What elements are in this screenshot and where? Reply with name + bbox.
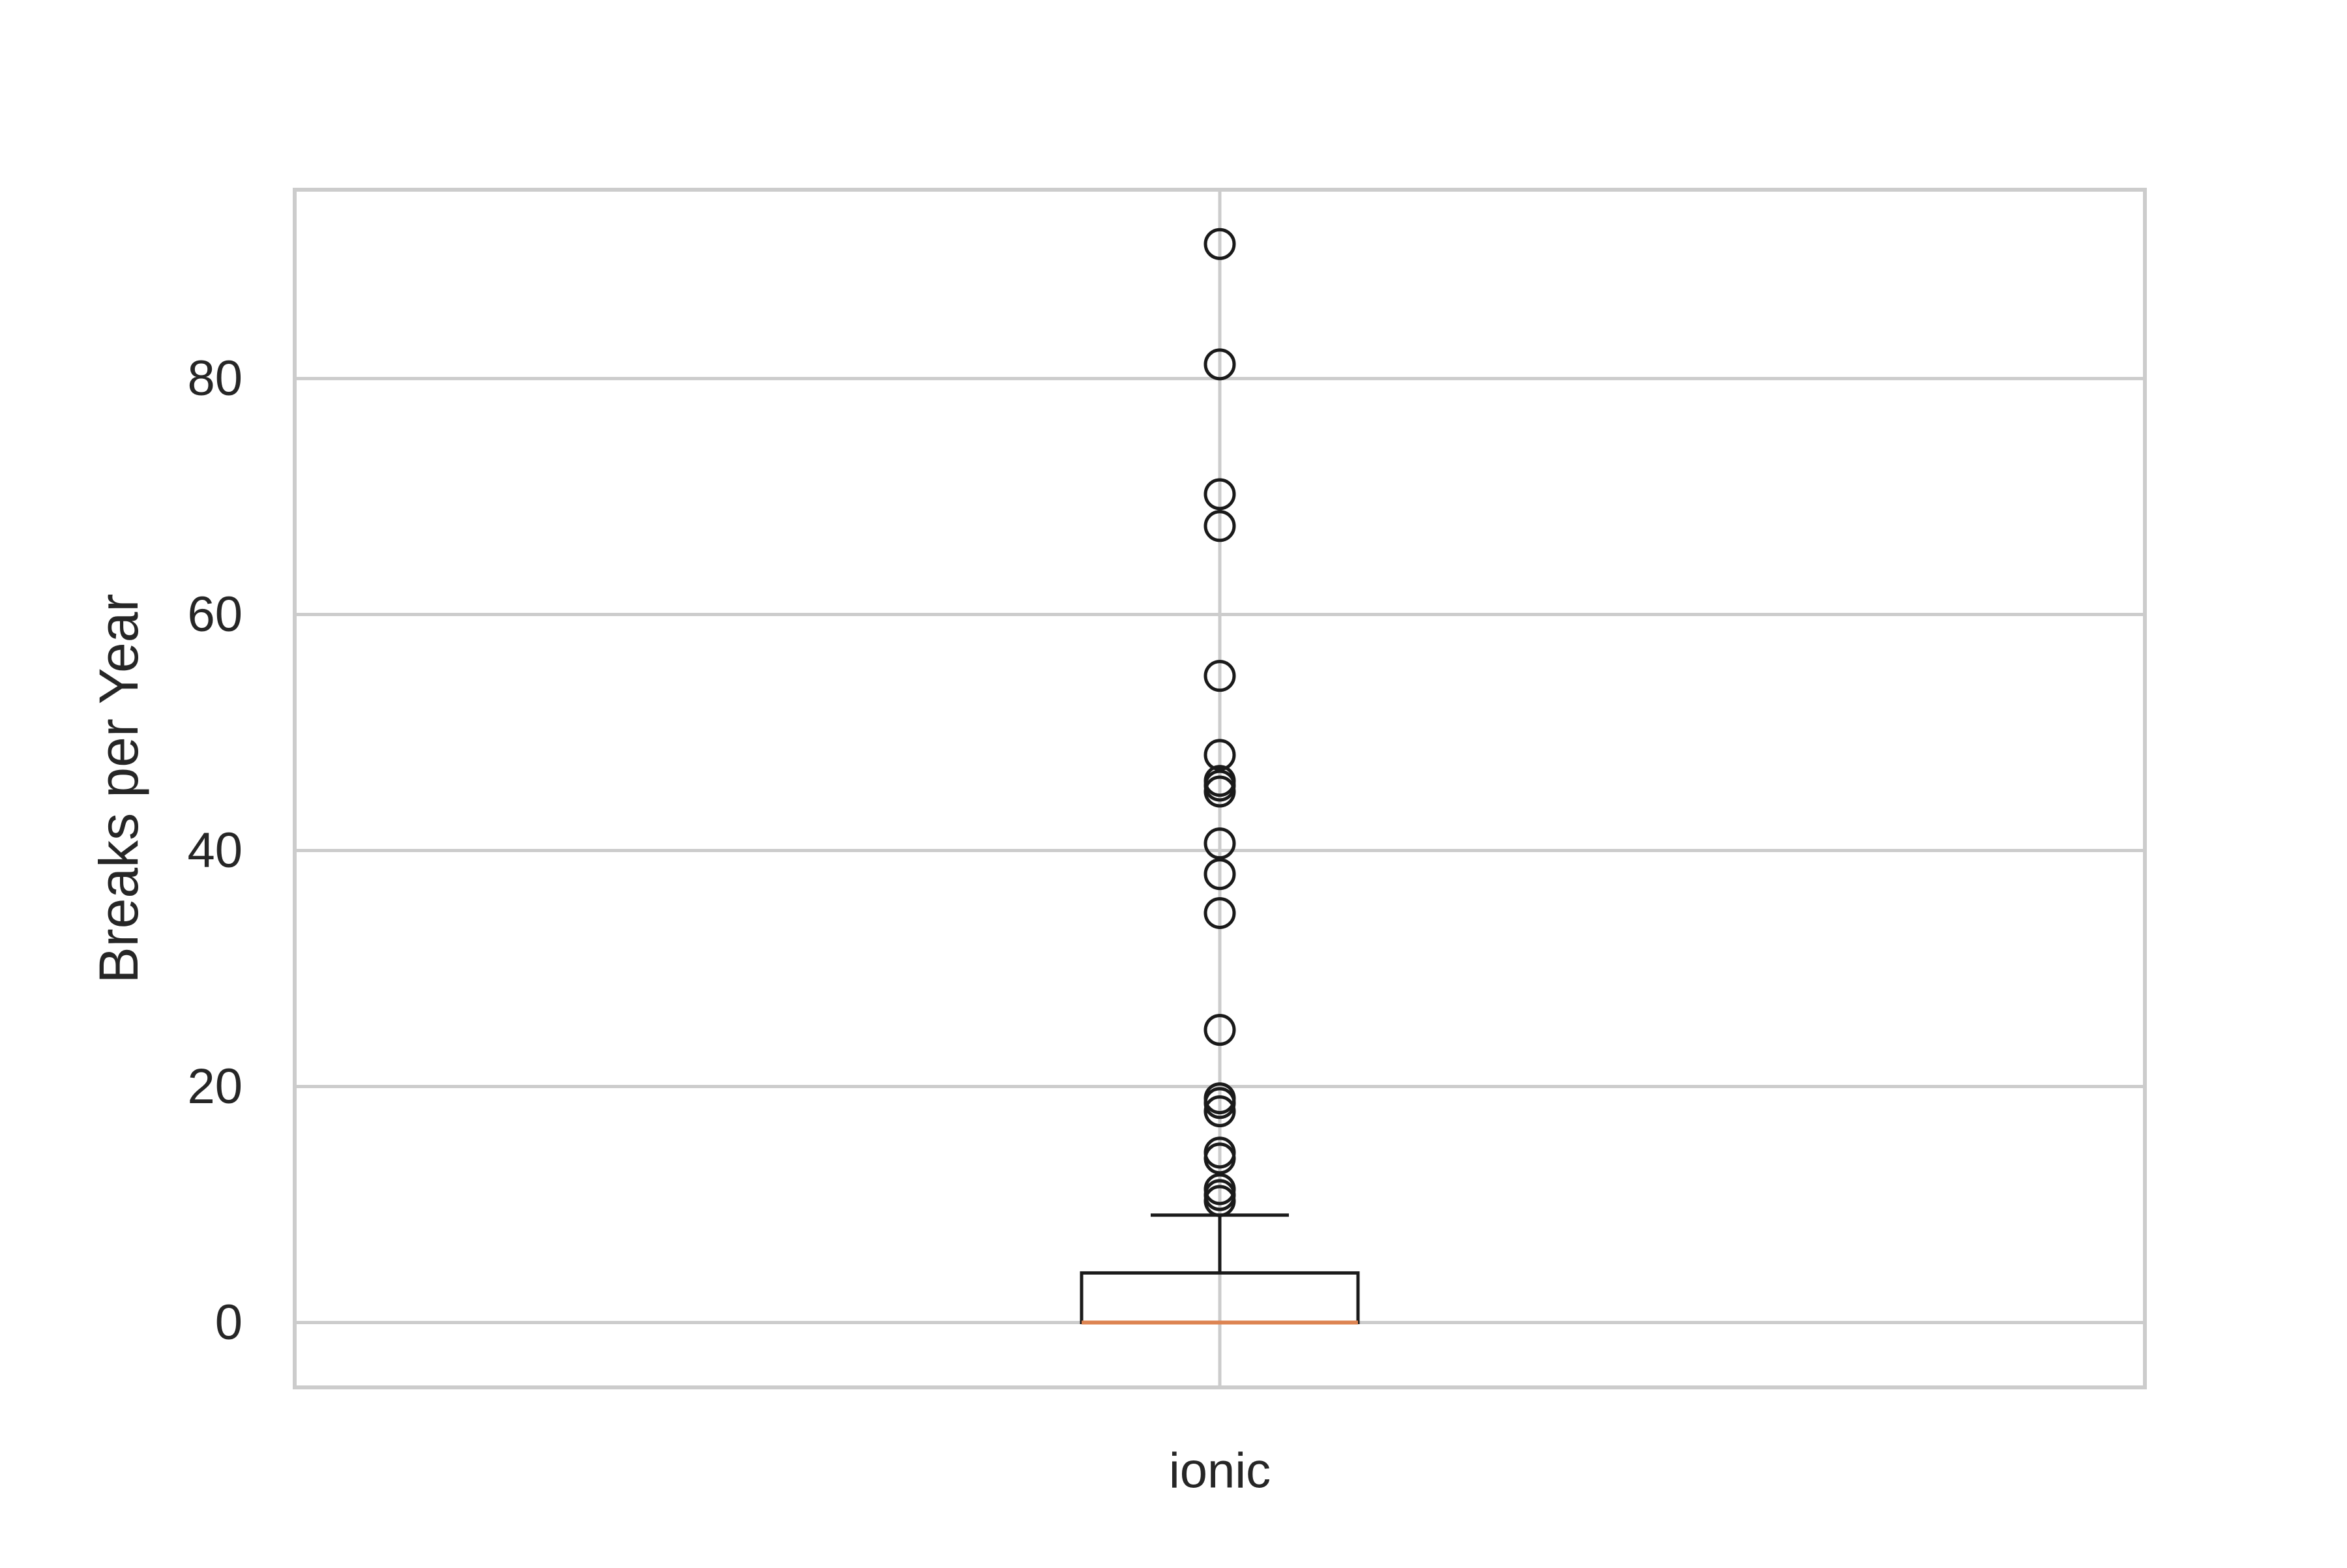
outlier-point <box>1203 478 1236 510</box>
y-axis-label: Breaks per Year <box>88 594 149 984</box>
outlier-point <box>1203 739 1236 771</box>
outlier-point <box>1203 660 1236 692</box>
outlier-point <box>1203 1095 1236 1127</box>
outlier-point <box>1203 896 1236 929</box>
outlier-point <box>1203 827 1236 860</box>
outlier-point <box>1203 1082 1236 1115</box>
y-tick-label: 20 <box>187 1059 243 1114</box>
y-tick-label: 60 <box>187 587 243 642</box>
y-tick-label: 40 <box>187 823 243 878</box>
outlier-point <box>1203 348 1236 381</box>
outlier-point <box>1203 1173 1236 1206</box>
outlier-point <box>1203 765 1236 797</box>
y-tick-label: 80 <box>187 351 243 406</box>
plot-frame <box>293 188 2147 1389</box>
outlier-point <box>1203 1136 1236 1169</box>
outlier-point <box>1203 228 1236 260</box>
x-tick-label: ionic <box>1169 1443 1271 1499</box>
outliers <box>1203 228 1236 1217</box>
x-tick-labels: ionic <box>1169 1443 1271 1499</box>
y-tick-labels: 0 20 40 60 80 <box>187 351 243 1350</box>
outlier-point <box>1203 858 1236 891</box>
outlier-point <box>1203 510 1236 542</box>
grid <box>295 190 2145 1387</box>
outlier-point <box>1203 1014 1236 1046</box>
y-tick-label: 0 <box>215 1295 243 1350</box>
